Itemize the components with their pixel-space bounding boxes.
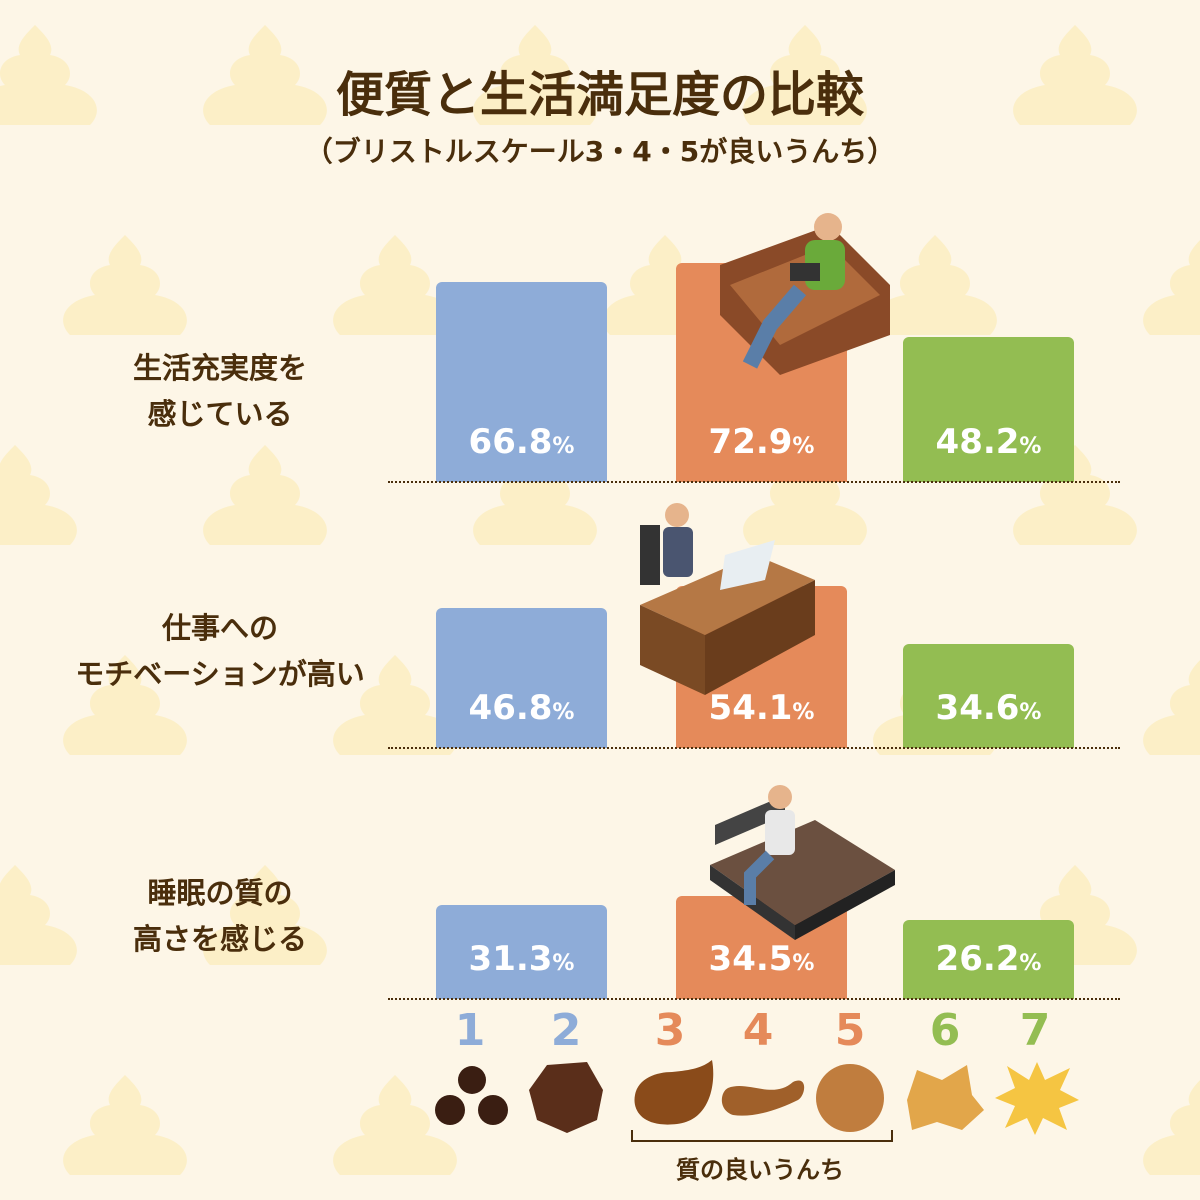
bar-value: 31.3 xyxy=(468,938,553,979)
bar-unit: % xyxy=(552,433,575,459)
bar-value-label: 48.2% xyxy=(903,422,1074,462)
bar-value-label: 34.5% xyxy=(676,939,847,979)
background-poop-shape xyxy=(203,445,327,545)
chart-subtitle: （ブリストルスケール3・4・5が良いうんち） xyxy=(304,135,896,168)
bar-unit: % xyxy=(1019,950,1042,976)
background-poop-shape xyxy=(0,865,77,965)
background-poop-shape xyxy=(0,445,77,545)
bar-value: 46.8 xyxy=(468,687,553,728)
mushy-icon xyxy=(907,1065,984,1130)
bar-value: 54.1 xyxy=(708,687,793,728)
background-poop-shape xyxy=(203,25,327,125)
bar-value: 66.8 xyxy=(468,421,553,462)
bar-value-label: 46.8% xyxy=(436,688,607,728)
bar-unit: % xyxy=(792,699,815,725)
separate-hard-lumps-icon xyxy=(435,1066,508,1125)
good-stool-label: 質の良いうんち xyxy=(676,1156,844,1184)
background-poop-shape xyxy=(0,25,97,125)
background-poop-shape xyxy=(1013,445,1137,545)
row-label-line: モチベーションが高い xyxy=(75,657,365,691)
soft-blobs-icon xyxy=(816,1064,884,1132)
row-label-life: 生活充実度を 感じている xyxy=(40,345,400,437)
background-poop-shape xyxy=(1143,240,1200,335)
watery-icon xyxy=(995,1062,1079,1135)
bar-value: 72.9 xyxy=(708,421,793,462)
lumpy-sausage-icon xyxy=(529,1062,603,1133)
background-poop-shape xyxy=(1013,25,1137,125)
row-baseline xyxy=(388,481,1120,483)
person-at-desk-illustration xyxy=(640,503,815,695)
background-poop-shape xyxy=(873,235,997,335)
background-poop-shape xyxy=(473,25,597,125)
cracked-sausage-icon xyxy=(634,1060,714,1125)
bar: 48.2% xyxy=(903,337,1074,482)
background-poop-shape xyxy=(203,865,327,965)
background-poop-shape xyxy=(333,655,457,755)
bar-value-label: 31.3% xyxy=(436,939,607,979)
row-label-sleep: 睡眠の質の 高さを感じる xyxy=(40,870,400,962)
smooth-snake-icon xyxy=(721,1080,805,1116)
bristol-number: 6 xyxy=(929,1005,961,1056)
background-poop-shape xyxy=(63,655,187,755)
bar-value-label: 34.6% xyxy=(903,688,1074,728)
chart-title: 便質と生活満足度の比較 xyxy=(335,67,864,123)
row-label-work: 仕事への モチベーションが高い xyxy=(40,605,400,697)
background-poop-shape xyxy=(1143,660,1200,755)
person-reading-on-sofa-illustration xyxy=(720,213,890,375)
background-poop-shape xyxy=(743,25,867,125)
bristol-number: 3 xyxy=(654,1005,686,1056)
bar: 31.3% xyxy=(436,905,607,999)
bristol-number: 1 xyxy=(454,1005,486,1056)
person-waking-in-bed-illustration xyxy=(710,785,895,940)
bar: 26.2% xyxy=(903,920,1074,999)
bar-value-label: 26.2% xyxy=(903,939,1074,979)
bar-value-label: 66.8% xyxy=(436,422,607,462)
bar-value: 26.2 xyxy=(935,938,1020,979)
row-baseline xyxy=(388,747,1120,749)
row-baseline xyxy=(388,998,1120,1000)
background-poop-shape xyxy=(333,235,457,335)
background-poop-shape xyxy=(63,1075,187,1175)
row-label-line: 睡眠の質の xyxy=(147,876,293,910)
bar-value-label: 54.1% xyxy=(676,688,847,728)
background-poop-shape xyxy=(743,445,867,545)
bar-value: 48.2 xyxy=(935,421,1020,462)
bristol-number: 7 xyxy=(1019,1005,1051,1056)
bar: 34.6% xyxy=(903,644,1074,748)
bristol-number: 4 xyxy=(742,1005,774,1056)
bristol-number: 5 xyxy=(834,1005,866,1056)
row-label-line: 仕事への xyxy=(161,611,278,645)
bar: 46.8% xyxy=(436,607,607,748)
background-poop-shape xyxy=(333,1075,457,1175)
bar-value: 34.5 xyxy=(708,939,793,979)
bar-value-label: 72.9% xyxy=(676,422,847,462)
bar-unit: % xyxy=(1019,433,1042,459)
row-label-line: 感じている xyxy=(147,397,293,431)
row-label-line: 高さを感じる xyxy=(132,922,307,956)
bar-unit: % xyxy=(552,699,575,725)
bar-value: 34.6 xyxy=(935,687,1020,728)
bristol-number: 2 xyxy=(550,1005,582,1056)
good-stool-bracket xyxy=(631,1130,893,1142)
bar-unit: % xyxy=(552,950,575,976)
bar-unit: % xyxy=(792,951,815,976)
background-poop-shape xyxy=(473,445,597,545)
background-poop-shape xyxy=(1143,1080,1200,1175)
background-poop-shape xyxy=(63,235,187,335)
row-label-line: 生活充実度を xyxy=(132,351,307,385)
bar-unit: % xyxy=(792,433,815,459)
bar: 66.8% xyxy=(436,281,607,482)
bar-unit: % xyxy=(1019,699,1042,725)
